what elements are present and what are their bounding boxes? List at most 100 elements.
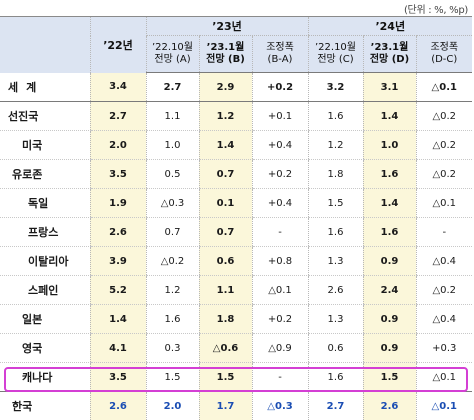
cell-24-c: △0.2 <box>416 131 472 160</box>
table-row: 캐나다 3.5 1.5 1.5 - 1.6 1.5 △0.1 <box>0 363 472 392</box>
cell-2022: 2.0 <box>90 131 146 160</box>
cell-23-c: △0.1 <box>252 276 308 305</box>
cell-24-c: △0.4 <box>416 247 472 276</box>
cell-23-a: 0.5 <box>146 160 199 189</box>
cell-24-c: △0.2 <box>416 160 472 189</box>
cell-23-c: +0.4 <box>252 131 308 160</box>
cell-23-b: 0.7 <box>199 218 252 247</box>
country-name: 스페인 <box>0 276 90 305</box>
header-23-adjustment: 조정폭(B-A) <box>252 36 308 73</box>
cell-24-a: 1.5 <box>308 189 363 218</box>
cell-23-a: 0.7 <box>146 218 199 247</box>
cell-24-c: △0.1 <box>416 189 472 218</box>
cell-23-b: 1.2 <box>199 102 252 131</box>
cell-23-a: 2.7 <box>146 73 199 102</box>
country-name: 미국 <box>0 131 90 160</box>
cell-23-b: △0.6 <box>199 334 252 363</box>
cell-23-b: 1.5 <box>199 363 252 392</box>
cell-24-a: 1.6 <box>308 363 363 392</box>
cell-24-a: 1.6 <box>308 218 363 247</box>
country-name: 유로존 <box>0 160 90 189</box>
cell-24-c: △0.1 <box>416 363 472 392</box>
cell-24-c: △0.2 <box>416 102 472 131</box>
cell-23-b: 1.1 <box>199 276 252 305</box>
cell-24-b: 1.6 <box>363 218 416 247</box>
cell-24-a: 2.6 <box>308 276 363 305</box>
country-name: 독일 <box>0 189 90 218</box>
cell-24-c: △0.1 <box>416 392 472 420</box>
cell-2022: 2.7 <box>90 102 146 131</box>
table-row: 독일 1.9 △0.3 0.1 +0.4 1.5 1.4 △0.1 <box>0 189 472 218</box>
cell-24-b: 1.4 <box>363 102 416 131</box>
table-row: 유로존 3.5 0.5 0.7 +0.2 1.8 1.6 △0.2 <box>0 160 472 189</box>
cell-24-b: 1.6 <box>363 160 416 189</box>
cell-23-b: 1.4 <box>199 131 252 160</box>
cell-23-c: △0.3 <box>252 392 308 420</box>
cell-2022: 3.5 <box>90 363 146 392</box>
cell-24-c: △0.1 <box>416 73 472 102</box>
cell-24-a: 1.2 <box>308 131 363 160</box>
cell-23-b: 1.8 <box>199 305 252 334</box>
cell-2022: 3.9 <box>90 247 146 276</box>
cell-23-a: 1.6 <box>146 305 199 334</box>
cell-23-b: 2.9 <box>199 73 252 102</box>
cell-23-c: +0.8 <box>252 247 308 276</box>
cell-24-c: △0.4 <box>416 305 472 334</box>
cell-24-a: 3.2 <box>308 73 363 102</box>
cell-24-a: 1.6 <box>308 102 363 131</box>
cell-2022: 1.9 <box>90 189 146 218</box>
header-corner <box>0 17 90 73</box>
cell-23-a: 1.0 <box>146 131 199 160</box>
cell-24-c: △0.2 <box>416 276 472 305</box>
cell-24-b: 2.4 <box>363 276 416 305</box>
cell-23-a: 1.2 <box>146 276 199 305</box>
country-name: 캐나다 <box>0 363 90 392</box>
country-name: 선진국 <box>0 102 90 131</box>
country-name: 이탈리아 <box>0 247 90 276</box>
cell-23-b: 0.1 <box>199 189 252 218</box>
country-name: 한국 <box>0 392 90 420</box>
country-name: 세계 <box>0 73 90 102</box>
header-2022: ’22년 <box>90 17 146 73</box>
cell-23-a: 1.5 <box>146 363 199 392</box>
cell-2022: 4.1 <box>90 334 146 363</box>
table-row: 영국 4.1 0.3 △0.6 △0.9 0.6 0.9 +0.3 <box>0 334 472 363</box>
table-row: 일본 1.4 1.6 1.8 +0.2 1.3 0.9 △0.4 <box>0 305 472 334</box>
cell-23-c: - <box>252 218 308 247</box>
cell-23-a: 2.0 <box>146 392 199 420</box>
cell-24-a: 1.3 <box>308 247 363 276</box>
table-row: 프랑스 2.6 0.7 0.7 - 1.6 1.6 - <box>0 218 472 247</box>
cell-24-b: 0.9 <box>363 334 416 363</box>
cell-23-a: 0.3 <box>146 334 199 363</box>
cell-2022: 1.4 <box>90 305 146 334</box>
cell-24-b: 2.6 <box>363 392 416 420</box>
table-row: 선진국 2.7 1.1 1.2 +0.1 1.6 1.4 △0.2 <box>0 102 472 131</box>
country-name: 일본 <box>0 305 90 334</box>
table-row: 이탈리아 3.9 △0.2 0.6 +0.8 1.3 0.9 △0.4 <box>0 247 472 276</box>
cell-23-a: 1.1 <box>146 102 199 131</box>
cell-24-a: 0.6 <box>308 334 363 363</box>
cell-24-a: 1.8 <box>308 160 363 189</box>
cell-24-c: +0.3 <box>416 334 472 363</box>
cell-2022: 3.5 <box>90 160 146 189</box>
cell-23-b: 1.7 <box>199 392 252 420</box>
cell-2022: 2.6 <box>90 392 146 420</box>
cell-23-c: - <box>252 363 308 392</box>
cell-23-a: △0.3 <box>146 189 199 218</box>
cell-24-a: 2.7 <box>308 392 363 420</box>
cell-23-c: +0.1 <box>252 102 308 131</box>
cell-24-c: - <box>416 218 472 247</box>
cell-23-b: 0.6 <box>199 247 252 276</box>
header-2024-group: ’24년 <box>308 17 472 36</box>
cell-2022: 2.6 <box>90 218 146 247</box>
country-name: 프랑스 <box>0 218 90 247</box>
cell-24-a: 1.3 <box>308 305 363 334</box>
cell-24-b: 1.0 <box>363 131 416 160</box>
cell-24-b: 3.1 <box>363 73 416 102</box>
cell-23-b: 0.7 <box>199 160 252 189</box>
cell-23-c: +0.2 <box>252 73 308 102</box>
